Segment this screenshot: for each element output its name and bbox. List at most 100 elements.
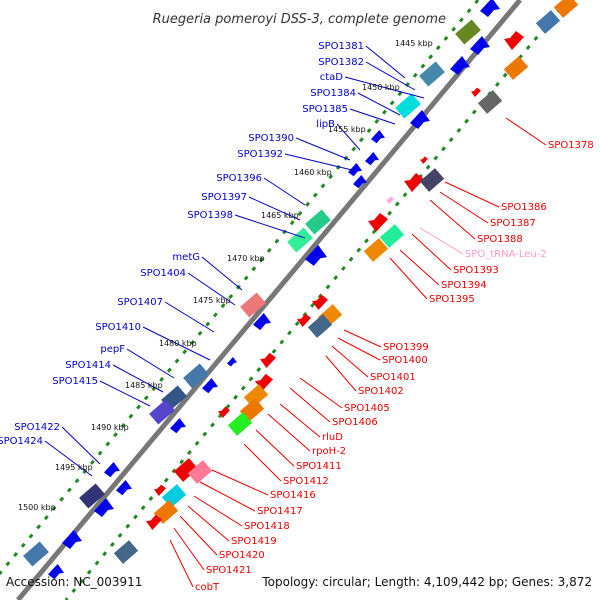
forward-gene-label: SPO1396 xyxy=(216,173,262,184)
inner-dotted-ring xyxy=(64,0,570,600)
reverse-gene-label: SPO1378 xyxy=(548,140,594,151)
label-leader-line xyxy=(365,45,406,79)
reverse-gene-label: SPO_tRNA-Leu-2 xyxy=(465,249,547,260)
kbp-ticks: 1445 kbp 1450 kbp 1455 kbp 1460 kbp 1465 kbp… xyxy=(18,39,433,512)
label-leader-line xyxy=(164,301,215,333)
gene-arrow xyxy=(154,484,166,496)
reverse-gene-label: cobT xyxy=(195,582,220,593)
gene-feature xyxy=(149,399,175,425)
gene-feature xyxy=(419,168,445,192)
reverse-gene-label: SPO1411 xyxy=(296,461,342,472)
label-leader-line xyxy=(365,61,416,91)
label-leader-line xyxy=(289,387,331,423)
gene-feature xyxy=(503,56,529,80)
label-leader-line xyxy=(411,233,452,271)
gene-feature xyxy=(307,314,333,338)
gene-arrow xyxy=(218,406,230,418)
forward-gene-label: lipB xyxy=(316,119,335,130)
gene-arrow xyxy=(470,36,490,55)
kbp-tick-label: 1495 kbp xyxy=(55,463,93,472)
kbp-tick-label: 1450 kbp xyxy=(362,83,400,92)
forward-gene-label: SPO1398 xyxy=(187,210,233,221)
gene-arrow xyxy=(297,313,311,327)
reverse-gene-label: SPO1399 xyxy=(383,342,429,353)
kbp-tick-label: 1470 kbp xyxy=(227,254,265,263)
forward-gene-label: SPO1392 xyxy=(237,149,283,160)
reverse-gene-label: SPO1418 xyxy=(244,521,290,532)
label-leader-line xyxy=(331,345,369,378)
forward-gene-label: SPO1414 xyxy=(65,360,111,371)
reverse-gene-label: SPO1387 xyxy=(490,218,536,229)
label-leader-line xyxy=(295,137,351,161)
gene-arrow xyxy=(116,480,132,496)
gene-arrow xyxy=(348,163,362,177)
gene-feature xyxy=(153,500,179,524)
reverse-gene-label: SPO1419 xyxy=(231,536,277,547)
gene-arrow xyxy=(504,31,524,50)
forward-gene-label: metG xyxy=(172,252,200,263)
reverse-gene-label: SPO1420 xyxy=(219,550,265,561)
gene-arrow xyxy=(471,87,481,97)
gene-feature xyxy=(183,363,209,389)
gene-feature xyxy=(363,238,389,262)
forward-gene-label: SPO1385 xyxy=(302,104,348,115)
label-leader-line xyxy=(337,337,381,361)
kbp-tick-label: 1465 kbp xyxy=(261,211,299,220)
label-connectors xyxy=(44,45,547,588)
gene-arrow xyxy=(202,378,218,394)
forward-gene-label: SPO1410 xyxy=(95,322,141,333)
reverse-gene-label: SPO1386 xyxy=(501,202,547,213)
gene-arrow xyxy=(371,130,385,144)
gene-feature xyxy=(535,10,561,34)
label-leader-line xyxy=(44,440,93,477)
reverse-gene-label: SPO1395 xyxy=(429,294,475,305)
label-leader-line xyxy=(193,495,243,527)
label-leader-line xyxy=(389,257,428,300)
forward-gene-label: SPO1382 xyxy=(318,57,364,68)
gene-feature xyxy=(243,384,269,408)
gene-feature xyxy=(173,458,199,482)
backbone-group xyxy=(0,0,570,600)
forward-gene-label: ctaD xyxy=(320,72,344,83)
reverse-gene-label: SPO1394 xyxy=(441,280,487,291)
label-leader-line xyxy=(279,403,321,438)
reverse-gene-label: SPO1421 xyxy=(206,565,252,576)
label-leader-line xyxy=(142,326,211,361)
gene-feature xyxy=(305,209,331,235)
reverse-gene-label: SPO1393 xyxy=(453,265,499,276)
reverse-gene-label: SPO1405 xyxy=(344,403,390,414)
forward-gene-label: SPO1390 xyxy=(248,133,294,144)
label-leader-line xyxy=(357,92,401,116)
gene-feature xyxy=(287,227,313,253)
reverse-gene-label: rpoH-2 xyxy=(312,446,346,457)
gene-features xyxy=(23,0,579,580)
label-leader-line xyxy=(419,227,464,255)
forward-gene-label: pepF xyxy=(100,344,125,355)
reverse-gene-label: SPO1416 xyxy=(270,490,316,501)
forward-gene-label: SPO1397 xyxy=(201,192,247,203)
gene-arrow xyxy=(386,196,394,204)
genome-title: Ruegeria pomeroyi DSS-3, complete genome xyxy=(153,12,446,27)
label-leader-line xyxy=(505,117,547,146)
gene-arrow xyxy=(104,462,120,478)
label-leader-line xyxy=(199,481,256,512)
forward-gene-label: SPO1404 xyxy=(140,268,186,279)
gene-feature xyxy=(553,0,579,18)
gene-feature xyxy=(395,93,421,119)
gene-feature xyxy=(113,540,139,564)
gene-arrow xyxy=(94,498,114,517)
gene-arrow xyxy=(420,156,428,164)
gene-arrow xyxy=(480,0,500,17)
gene-feature xyxy=(187,460,213,484)
gene-feature xyxy=(23,541,49,567)
gene-feature xyxy=(79,483,105,509)
gene-arrow xyxy=(146,514,162,530)
gene-labels: SPO1381 SPO1382 ctaD SPO1384 SPO1385 lipB SPO1… xyxy=(0,41,594,593)
gene-feature xyxy=(379,224,405,248)
label-leader-line xyxy=(169,539,194,588)
label-leader-line xyxy=(126,348,175,379)
label-leader-line xyxy=(201,256,243,291)
accession-text: Accession: NC_003911 xyxy=(6,575,142,589)
label-leader-line xyxy=(211,469,269,496)
